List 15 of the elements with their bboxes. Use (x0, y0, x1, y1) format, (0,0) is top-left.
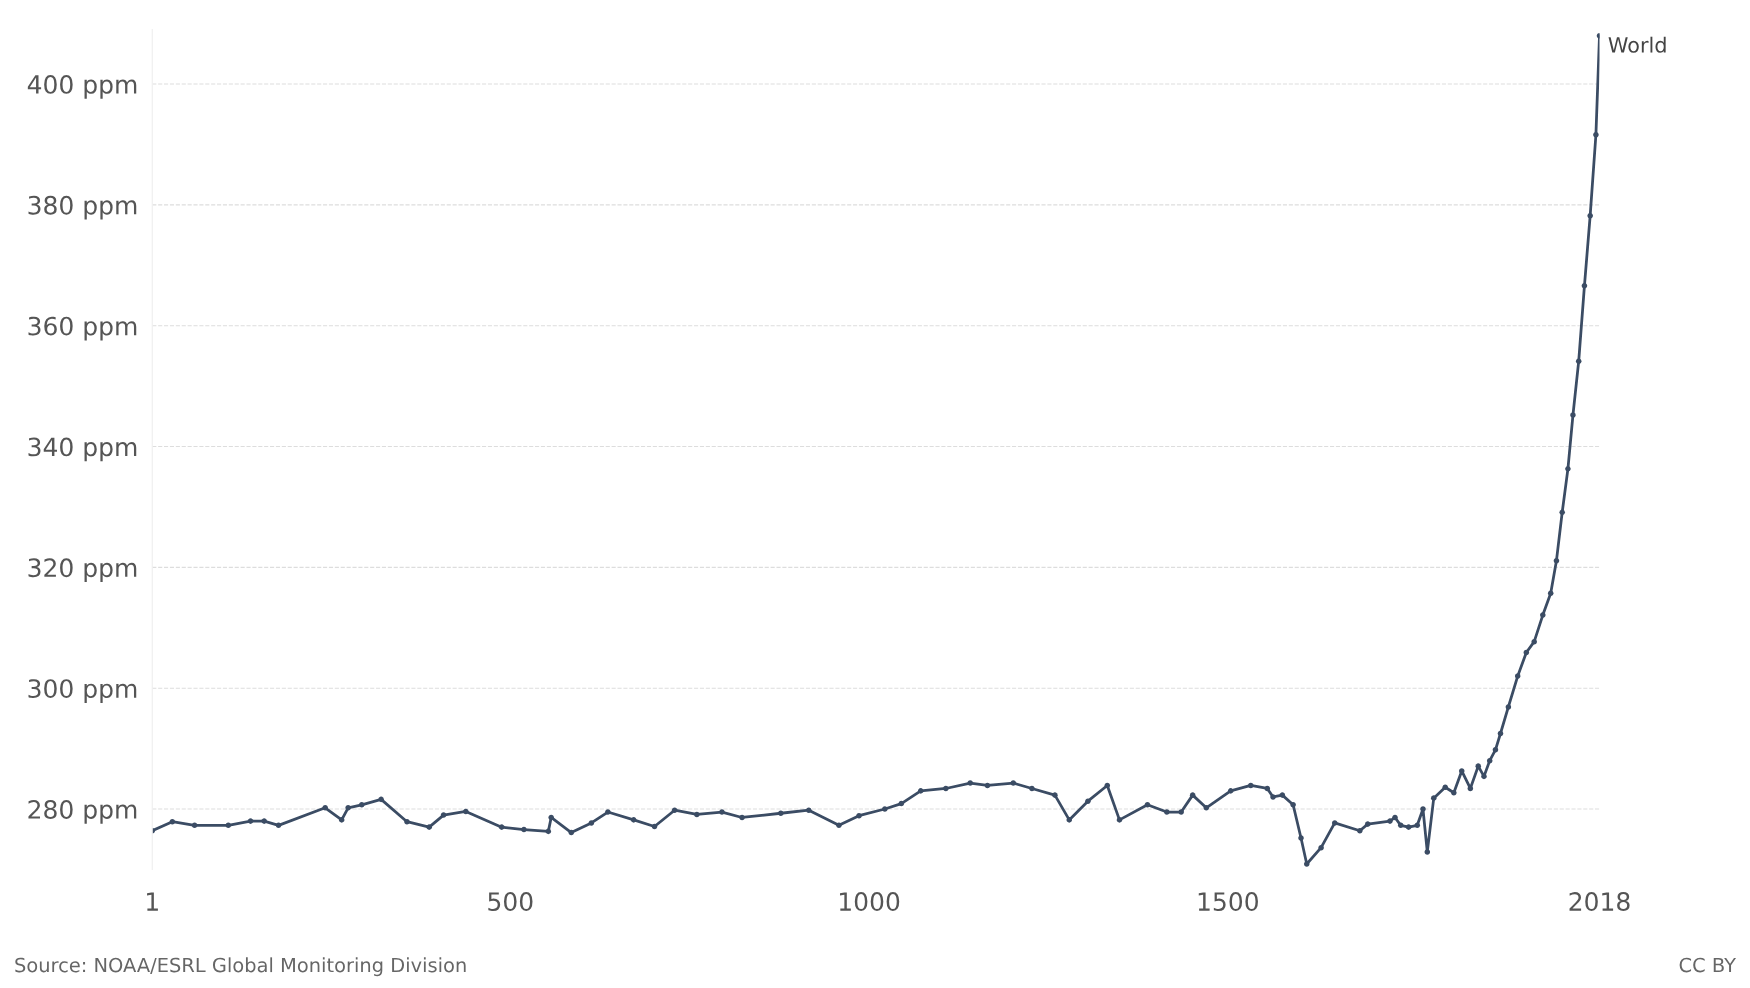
x-tick-label: 500 (488, 892, 533, 912)
y-tick-label: 280 ppm (28, 799, 137, 824)
y-tick-label: 340 ppm (28, 437, 137, 462)
x-tick-label: 1 (147, 892, 158, 911)
y-tick-label: 360 ppm (28, 316, 137, 341)
x-tick-label: 1500 (1198, 892, 1258, 912)
y-tick-label: 400 ppm (27, 74, 137, 99)
source-note: Source: NOAA/ESRL Global Monitoring Division (15, 957, 466, 977)
text: CC BY (1679, 957, 1737, 973)
y-tick-label: 380 ppm (28, 195, 137, 220)
series-label: World (1608, 36, 1666, 53)
x-tick-label: 2018 (1569, 892, 1630, 912)
x-tick-label: 1000 (839, 892, 900, 912)
y-tick-label: 300 ppm (28, 679, 137, 703)
y-tick-label: 320 ppm (28, 558, 137, 583)
